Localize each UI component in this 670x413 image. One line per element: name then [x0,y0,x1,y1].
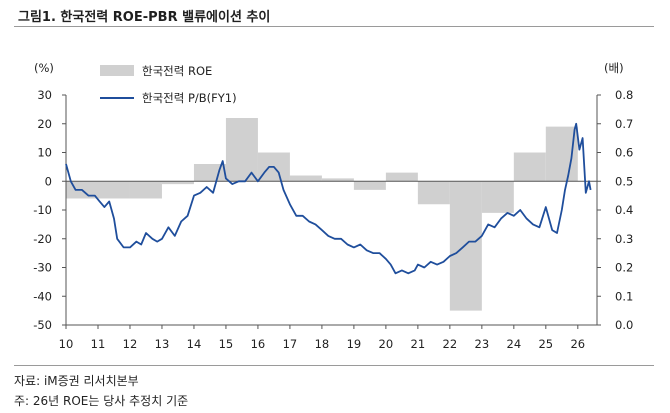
x-tick-label: 15 [219,337,234,351]
roe-bar [97,181,130,199]
footnote: 주: 26년 ROE는 당사 추정치 기준 [14,394,189,408]
roe-bar [225,118,258,182]
left-tick-label: 0 [45,174,52,188]
left-tick-label: 20 [37,117,52,131]
left-tick-label: 30 [37,88,52,102]
roe-bar [417,181,450,205]
right-tick-label: 0.7 [615,117,633,131]
source-note: 자료: iM증권 리서치본부 [14,374,139,388]
x-tick-label: 10 [59,337,74,351]
right-tick-label: 0.3 [615,232,633,246]
roe-bar [481,181,514,213]
roe-bar [321,178,354,182]
roe-bar [353,181,386,190]
roe-bar [513,152,546,182]
x-tick-label: 19 [347,337,362,351]
x-tick-label: 14 [187,337,202,351]
x-tick-label: 16 [251,337,266,351]
x-tick-label: 13 [155,337,170,351]
page-title: 그림1. 한국전력 ROE-PBR 밸류에이션 추이 [18,10,271,25]
axes: 30 20 10 0 -10 -20 -30 -40 -50 0.8 0.7 0.6 0.5 0.4 0.3… [33,88,633,351]
x-tick-label: 23 [475,337,490,351]
right-tick-label: 0.8 [615,88,633,102]
legend-roe-label: 한국전력 ROE [142,64,212,78]
x-tick-label: 22 [443,337,458,351]
legend: 한국전력 ROE 한국전력 P/B(FY1) [100,64,237,105]
right-tick-label: 0.4 [615,203,633,217]
x-tick-label: 11 [91,337,106,351]
footer-divider [14,365,654,366]
left-unit-label: (%) [34,61,54,75]
roe-bar [161,181,194,185]
right-tick-label: 0.6 [615,146,633,160]
title-divider [14,26,654,27]
left-tick-label: -50 [33,318,52,332]
roe-bar [449,181,482,311]
roe-bar [385,172,418,182]
roe-bar [129,181,162,199]
right-tick-label: 0.2 [615,261,633,275]
pbr-line [65,122,592,275]
x-tick-label: 26 [570,337,585,351]
roe-bar [545,126,578,182]
legend-pbr-label: 한국전력 P/B(FY1) [142,91,237,105]
roe-bars [66,118,578,311]
left-tick-label: 10 [37,146,52,160]
legend-roe-swatch [100,65,134,76]
left-tick-label: -20 [33,232,52,246]
x-tick-label: 24 [507,337,522,351]
roe-bar [289,175,322,182]
right-tick-label: 0.0 [615,318,633,332]
pbr-line-group [65,122,592,275]
x-tick-label: 12 [123,337,138,351]
left-tick-label: -30 [33,261,52,275]
x-tick-label: 18 [315,337,330,351]
left-tick-label: -40 [33,289,52,303]
x-tick-label: 17 [283,337,298,351]
right-tick-label: 0.5 [615,174,633,188]
x-tick-label: 21 [411,337,426,351]
right-unit-label: (배) [604,61,624,75]
right-tick-label: 0.1 [615,289,633,303]
left-tick-label: -10 [33,203,52,217]
x-tick-label: 20 [379,337,394,351]
x-tick-label: 25 [538,337,553,351]
